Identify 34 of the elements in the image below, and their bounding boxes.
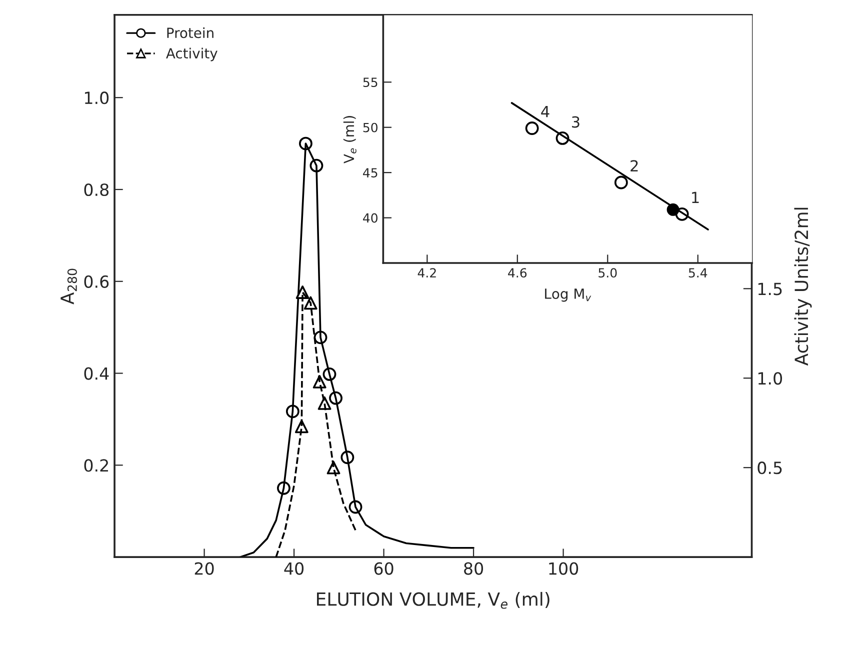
y-tick-label: 45 (363, 168, 378, 178)
y2-tick-label: 1.5 (758, 282, 782, 296)
legend-label: Protein (167, 27, 214, 38)
y-axis-title: V$_{e}$ (ml) (343, 116, 356, 164)
y-tick-label: 0.8 (84, 183, 109, 196)
y-tick-label: 40 (363, 213, 378, 223)
y-tick-label: 55 (363, 78, 378, 88)
x-tick-label: 5.0 (598, 268, 617, 278)
x-tick-label: 20 (194, 562, 214, 575)
x-tick-label: 60 (374, 562, 394, 575)
y2-tick-label: 0.5 (758, 462, 782, 474)
x-tick-label: 100 (549, 562, 578, 575)
x-tick-label: 80 (464, 562, 484, 575)
y-axis-title: A$_{280}$ (60, 268, 77, 304)
point (614, 176, 628, 190)
y-tick-label: 1.0 (84, 92, 109, 104)
x-tick-label: 5.4 (688, 268, 708, 278)
y-tick-label: 50 (363, 122, 378, 132)
y-tick-label: 0.2 (84, 459, 108, 472)
annotation: 4 (541, 106, 550, 118)
x-tick-label: 40 (284, 562, 304, 575)
x-tick-label: 4.6 (508, 268, 527, 278)
point (525, 122, 539, 135)
annotation: 2 (630, 160, 638, 172)
legend-label: Activity (166, 48, 218, 62)
y2-axis-title: Activity Units/2ml (794, 208, 812, 366)
y-tick-label: 0.4 (84, 367, 109, 380)
x-axis-title: Log M$_{v}$ (545, 288, 592, 302)
x-tick-label: 4.2 (418, 268, 436, 278)
annotation: 1 (692, 192, 699, 204)
y2-tick-label: 1.0 (758, 372, 782, 385)
y-tick-label: 0.6 (84, 275, 109, 288)
x-axis-title: ELUTION VOLUME, V$_{e}$ (ml) (317, 592, 550, 609)
annotation: 3 (572, 116, 580, 128)
